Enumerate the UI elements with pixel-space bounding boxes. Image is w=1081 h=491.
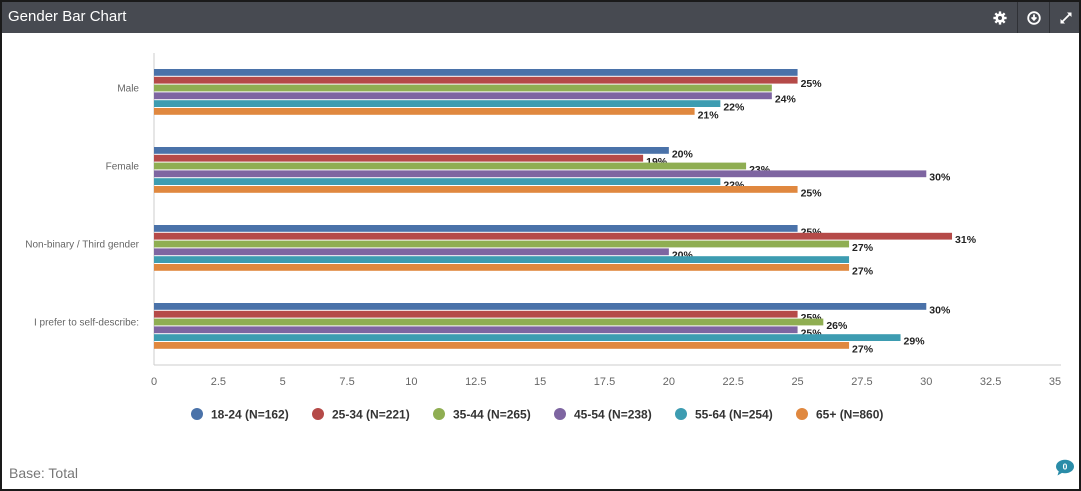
category-label: Non-binary / Third gender [25,239,139,250]
bar-chart: 0 2.5 5 7.5 10 12.5 15 17.5 20 22.5 25 27.5 30 32.5 35… [25,53,1061,422]
legend-item-label: 35-44 (N=265) [453,408,531,422]
x-tick-label: 22.5 [723,376,744,388]
bar [154,154,644,162]
bar [154,334,901,341]
bar [154,326,798,334]
x-tick-label: 15 [534,376,546,388]
data-label: 20% [672,148,694,160]
x-tick-label: 20 [663,376,675,388]
bar [154,310,798,318]
data-label: 25% [801,187,823,199]
chart-area: 0 2.5 5 7.5 10 12.5 15 17.5 20 22.5 25 27.5 30 32.5 35… [2,33,1079,453]
download-icon [1027,10,1041,25]
x-tick-label: 30 [920,376,932,388]
bar [154,232,953,240]
bar [154,178,721,185]
bar [154,186,798,193]
x-tick-label: 35 [1049,376,1061,388]
category-label: I prefer to self-describe: [34,317,139,328]
bar [154,256,850,263]
data-label: 21% [698,109,720,121]
panel-header: Gender Bar Chart [2,2,1079,33]
bar [154,147,669,154]
bar [154,92,772,100]
bar [154,225,798,232]
bar [154,100,721,107]
x-tick-label: 7.5 [339,376,354,388]
header-divider [1049,2,1050,33]
data-label: 29% [904,336,926,348]
data-label: 31% [955,234,977,246]
bar [154,248,669,256]
settings-button[interactable] [984,2,1016,33]
legend-item-label: 25-34 (N=221) [332,408,410,422]
data-label: 24% [775,94,797,106]
data-label: 30% [929,304,951,316]
x-tick-label: 25 [791,376,803,388]
bar [154,76,798,84]
category-label: Female [106,161,140,172]
expand-button[interactable] [1050,2,1081,33]
category-label: Male [117,83,139,94]
data-label: 26% [826,320,848,332]
legend-marker [312,408,324,420]
bar [154,318,824,326]
data-label: 22% [723,102,745,114]
x-tick-label: 32.5 [980,376,1001,388]
x-tick-label: 10 [405,376,417,388]
header-divider [1017,2,1018,33]
bar [154,264,850,271]
bar [154,84,772,92]
bar [154,303,927,310]
x-tick-label: 0 [151,376,157,388]
legend-marker [675,408,687,420]
data-label: 27% [852,343,874,355]
bar [154,108,695,115]
legend-item-label: 45-54 (N=238) [574,408,652,422]
x-tick-label: 2.5 [211,376,226,388]
data-label: 25% [801,78,823,90]
comment-button[interactable]: 0 [1055,459,1075,477]
bar [154,69,798,76]
legend-marker [554,408,566,420]
bar [154,240,850,248]
comment-bubble-icon: 0 [1056,459,1074,476]
data-label: 30% [929,172,951,184]
legend-item-label: 55-64 (N=254) [695,408,773,422]
legend-marker [433,408,445,420]
legend-item-label: 18-24 (N=162) [211,408,289,422]
expand-icon [1060,12,1072,23]
data-label: 27% [852,242,874,254]
panel-title: Gender Bar Chart [8,8,127,25]
x-tick-label: 27.5 [851,376,872,388]
x-tick-label: 5 [280,376,286,388]
base-label: Base: Total [9,465,79,481]
data-label: 27% [852,265,874,277]
legend-marker [796,408,808,420]
bar [154,170,927,178]
x-tick-label: 12.5 [465,376,486,388]
gear-icon [993,10,1007,25]
legend-marker [191,408,203,420]
x-tick-label: 17.5 [594,376,615,388]
bar [154,342,850,349]
comment-count: 0 [1063,462,1068,472]
bar [154,162,747,170]
legend-item-label: 65+ (N=860) [816,408,883,422]
download-button[interactable] [1018,2,1050,33]
